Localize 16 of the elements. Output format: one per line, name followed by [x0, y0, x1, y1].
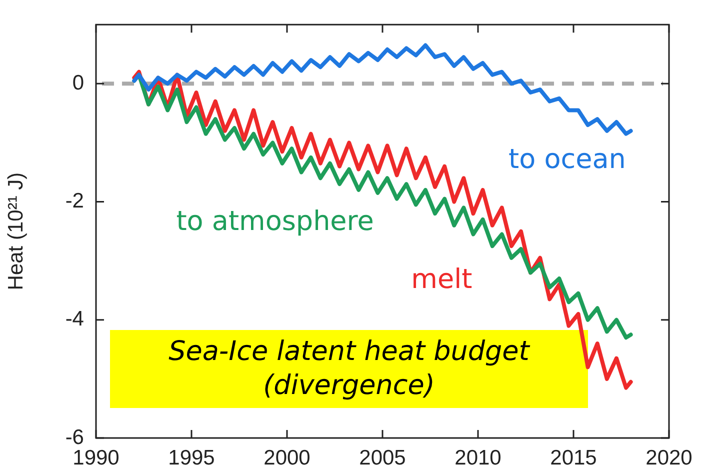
note-box: Sea-Ice latent heat budget (divergence)	[110, 330, 588, 408]
x-tick-label: 1995	[168, 446, 215, 470]
y-tick-label: -6	[65, 426, 84, 449]
y-tick-label: 0	[72, 71, 84, 94]
y-axis-title: Heat (10²¹ J)	[4, 172, 28, 290]
x-tick-label: 2010	[454, 446, 502, 470]
y-tick-label: -4	[65, 308, 84, 331]
x-tick-label: 2020	[646, 446, 692, 470]
y-tick-label: -2	[65, 190, 84, 213]
series-label: to atmosphere	[176, 206, 374, 238]
x-tick-label: 1990	[72, 446, 120, 470]
x-tick-label: 2015	[550, 446, 597, 470]
x-tick-label: 2000	[264, 446, 310, 470]
series-label: to ocean	[508, 144, 626, 176]
x-tick-label: 2005	[359, 446, 406, 470]
series-label: melt	[411, 264, 472, 295]
